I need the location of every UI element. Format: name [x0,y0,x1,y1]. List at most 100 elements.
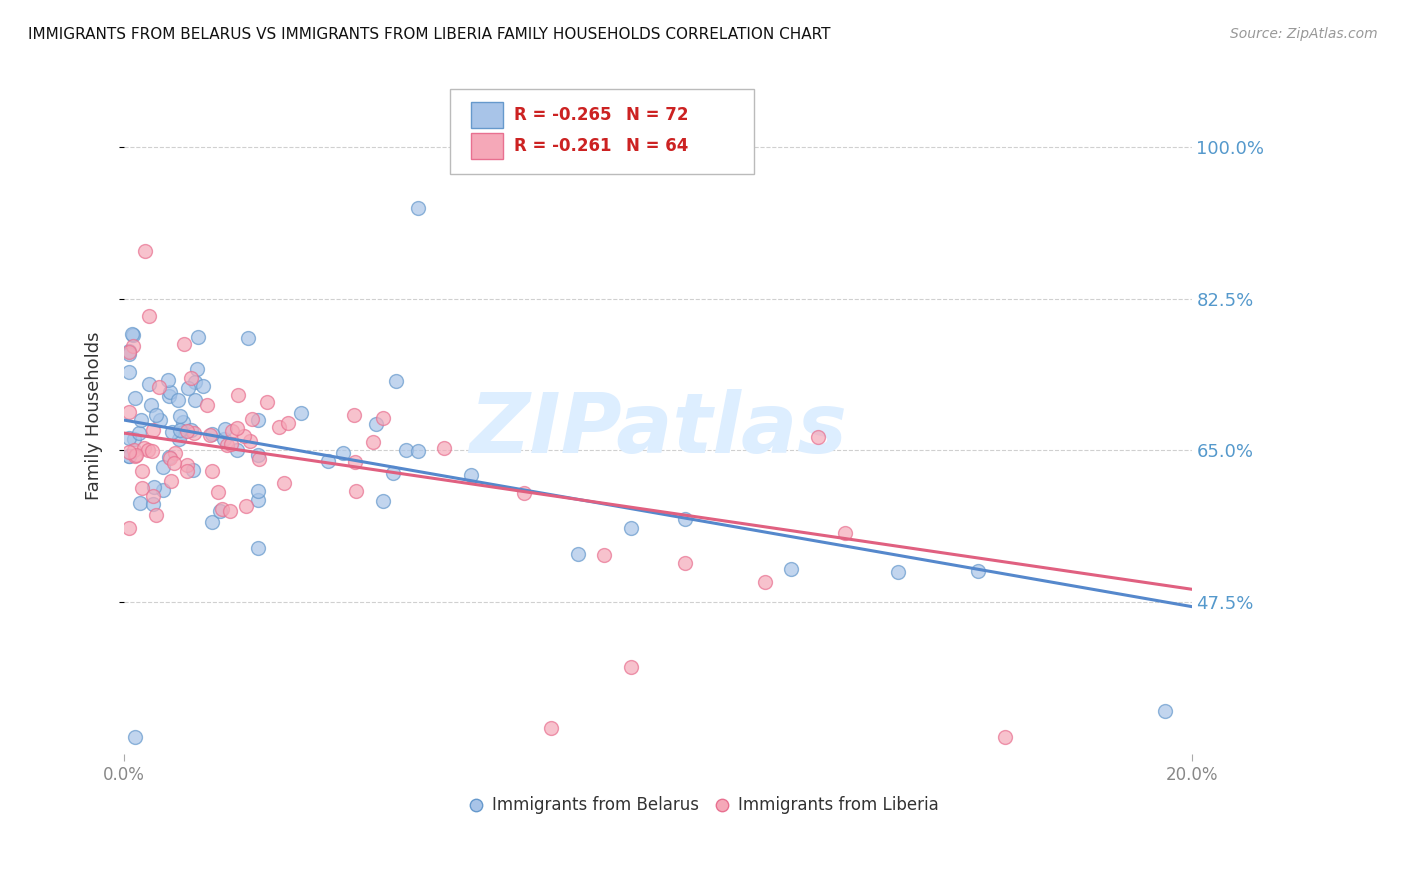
Point [780,562,803,576]
Point [157,450,180,465]
Point [218,504,240,518]
Point [373,410,395,425]
Point [176,458,198,473]
Point [673,557,696,571]
Point [184,393,207,408]
Point [1154,704,1177,718]
Point [342,409,364,423]
Point [122,339,145,353]
Point [198,427,221,442]
Point [209,504,232,518]
Point [118,347,141,361]
Point [193,378,215,392]
Point [221,424,243,438]
Point [122,442,145,457]
Point [142,423,165,437]
Point [395,443,418,458]
Point [316,454,339,468]
Point [246,448,269,462]
Point [121,328,143,343]
Point [183,426,205,441]
Point [673,512,696,526]
Point [118,521,141,535]
Point [149,413,172,427]
Point [152,459,174,474]
Text: N = 64: N = 64 [626,136,688,155]
Bar [471,133,503,159]
Point [240,412,263,426]
Point [215,438,238,452]
Text: R = -0.265: R = -0.265 [513,105,612,124]
Point [176,464,198,478]
Point [247,484,270,499]
Point [344,484,367,499]
Point [361,435,384,450]
Point [219,437,242,451]
Point [118,365,141,379]
Text: N = 72: N = 72 [626,105,689,124]
Point [118,432,141,446]
Point [200,464,222,478]
Point [142,497,165,511]
Point [239,434,262,448]
Text: Source: ZipAtlas.com: Source: ZipAtlas.com [1230,27,1378,41]
Point [129,496,152,510]
Point [173,337,195,351]
Point [226,443,249,458]
Point [214,422,236,436]
Point [131,464,153,478]
Point [181,463,204,477]
Point [142,489,165,503]
Point [121,326,143,341]
Point [169,409,191,423]
Point [364,417,387,431]
Point [162,456,184,470]
Point [256,395,278,409]
Point [124,391,146,405]
Point [176,425,198,439]
Point [157,388,180,402]
Point [460,468,482,483]
Point [125,448,148,462]
Point [406,201,429,215]
Point [235,500,257,514]
Point [138,377,160,392]
Point [211,501,233,516]
Point [122,432,145,446]
Point [152,483,174,497]
Point [159,450,181,465]
Point [177,381,200,395]
FancyBboxPatch shape [450,89,754,174]
Point [134,441,156,455]
Point [620,660,643,674]
Point [172,415,194,429]
Point [238,331,260,345]
Point [406,444,429,458]
Point [207,485,229,500]
Point [180,371,202,385]
Point [807,430,830,444]
Point [157,373,180,387]
Point [118,405,141,419]
Point [385,374,408,388]
Point [136,442,159,457]
Point [247,452,270,467]
Point [269,420,291,434]
Text: Immigrants from Liberia: Immigrants from Liberia [738,796,939,814]
Point [145,408,167,422]
Point [131,481,153,495]
Point [118,449,141,463]
Point [277,416,299,430]
Point [124,730,146,744]
Point [382,467,405,481]
Point [540,721,562,735]
Point [513,485,536,500]
Point [163,446,186,460]
Point [567,547,589,561]
Point [233,429,256,443]
Point [201,427,224,442]
Point [754,575,776,590]
Bar [471,102,503,128]
Point [118,445,141,459]
Point [187,330,209,344]
